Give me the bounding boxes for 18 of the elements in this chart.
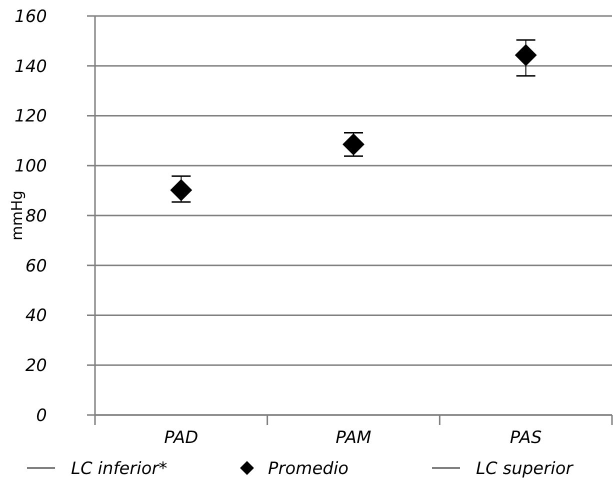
text: LC inferior* [71,458,168,479]
y-tick-label: 120 [14,106,47,127]
x-tick-label: PAM [336,428,372,448]
point [170,179,192,202]
y-tick-label: 80 [25,206,47,226]
x-tick-label: PAD [164,428,198,448]
y-tick-label: 20 [25,356,47,376]
y-tick-label: 100 [14,156,47,177]
y-tick-label: 140 [14,56,47,77]
y-tick-label: 40 [25,306,47,326]
y-tick-label: 160 [14,6,47,27]
y-tick-label: 0 [36,406,47,426]
y-axis-title: mmHg [8,190,26,241]
y-tick-label: 60 [25,256,47,276]
point [514,44,537,66]
text: LC superior [476,458,574,479]
x-tick-label: PAS [510,428,542,448]
legend-label: Promedio [268,458,349,479]
